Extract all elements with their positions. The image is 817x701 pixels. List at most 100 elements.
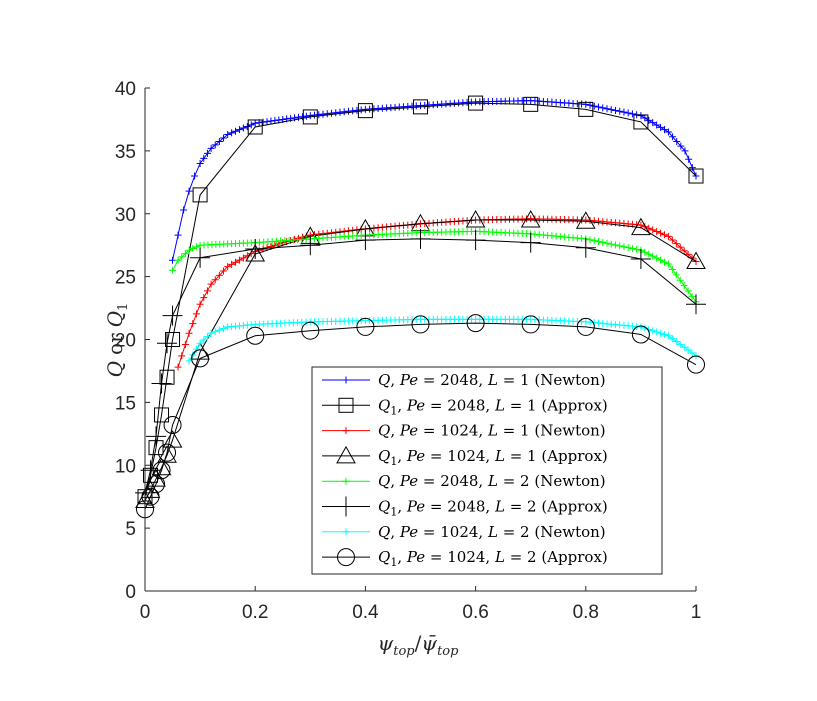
data-point	[603, 239, 611, 247]
data-point	[191, 349, 210, 368]
data-point	[520, 232, 541, 253]
legend-entries: Q, Pe = 2048, L = 1 (Newton)Q1, Pe = 204…	[322, 371, 608, 569]
data-point	[157, 333, 178, 354]
data-point	[174, 363, 182, 371]
y-label-q: Q	[103, 361, 127, 377]
data-point	[628, 244, 636, 252]
series-line	[144, 238, 697, 494]
legend-label: Q, Pe = 1024, L = 1 (Newton)	[378, 422, 606, 440]
data-point	[657, 256, 665, 264]
legend-marker	[342, 427, 350, 435]
data-point	[232, 127, 240, 135]
series-5	[135, 228, 706, 503]
data-point	[174, 256, 182, 264]
data-point	[185, 187, 193, 195]
data-point	[586, 236, 594, 244]
legend-method: (Approx)	[541, 396, 607, 414]
legend-marker	[342, 477, 350, 485]
data-point	[657, 229, 665, 237]
y-tick-label: 5	[125, 519, 136, 540]
data-point	[520, 210, 541, 228]
data-point	[200, 154, 208, 162]
y-tick-label: 40	[115, 79, 136, 100]
y-label-or: or	[103, 333, 127, 355]
data-point	[243, 122, 251, 130]
legend-method: (Newton)	[534, 371, 605, 389]
data-point	[645, 250, 653, 258]
data-point	[673, 137, 681, 145]
data-point	[239, 254, 247, 262]
legend-l-label: L	[487, 371, 498, 389]
data-point	[220, 134, 228, 142]
data-point	[185, 357, 193, 365]
data-point	[637, 112, 645, 120]
data-point	[624, 109, 632, 117]
data-point	[251, 119, 259, 127]
data-point	[294, 234, 302, 242]
data-point	[661, 231, 669, 239]
data-point	[465, 210, 486, 228]
data-point	[211, 141, 219, 149]
legend-l-value: = 2	[498, 472, 534, 490]
data-point	[669, 133, 677, 141]
data-point	[624, 244, 632, 252]
legend-q-sub: 1	[390, 506, 397, 519]
x-label-bar-psi: ψ̄	[421, 631, 437, 655]
data-point	[575, 237, 596, 258]
data-point	[687, 355, 705, 374]
legend-l-label: L	[494, 447, 505, 465]
data-point	[688, 164, 696, 172]
legend-sep: ,	[397, 548, 407, 566]
data-point	[263, 118, 271, 126]
legend-label: Q1, Pe = 1024, L = 2 (Approx)	[378, 548, 608, 569]
data-point	[165, 332, 181, 347]
legend-l-value: = 2	[498, 523, 534, 541]
data-point	[616, 242, 624, 250]
legend-q-sub: 1	[390, 556, 397, 569]
data-point	[620, 108, 628, 116]
series-line	[144, 102, 697, 497]
data-point	[147, 475, 166, 494]
data-point	[158, 443, 177, 462]
data-point	[207, 144, 215, 152]
legend-q-sub: 1	[390, 455, 397, 468]
legend-marker	[337, 548, 355, 567]
data-point	[672, 337, 680, 345]
data-point	[664, 232, 672, 240]
y-axis-label: QorQ1	[103, 303, 131, 378]
data-point	[178, 352, 186, 360]
data-point	[192, 243, 200, 251]
data-point	[215, 326, 223, 334]
y-label-q1: Q	[103, 311, 127, 327]
data-point	[631, 217, 651, 236]
legend-q: Q	[378, 472, 390, 490]
legend-box	[311, 366, 663, 575]
data-point	[590, 237, 598, 245]
legend-q: Q	[378, 523, 390, 541]
legend-pe-value: = 1024,	[418, 422, 488, 440]
legend-sep: ,	[390, 523, 400, 541]
data-point	[633, 114, 649, 130]
data-point	[157, 445, 177, 463]
legend-pe-label: Pe	[406, 447, 425, 465]
legend-pe-value: = 1024,	[425, 447, 495, 465]
legend-sep: ,	[390, 371, 400, 389]
legend-l-label: L	[494, 548, 505, 566]
legend-label: Q1, Pe = 2048, L = 1 (Approx)	[378, 396, 608, 417]
data-point	[653, 254, 661, 262]
legend-marker	[342, 528, 350, 536]
data-point	[192, 187, 208, 203]
x-axis-label: ψtop/ψ̄top	[378, 631, 460, 659]
data-point	[657, 123, 665, 131]
data-point	[141, 487, 160, 506]
data-point	[247, 121, 255, 129]
data-point	[668, 335, 676, 343]
data-point	[676, 243, 684, 251]
legend-method: (Newton)	[534, 472, 605, 490]
data-point	[680, 247, 688, 255]
data-point	[191, 172, 199, 180]
data-point	[616, 107, 624, 115]
series-line	[144, 322, 697, 510]
data-point	[637, 323, 645, 331]
